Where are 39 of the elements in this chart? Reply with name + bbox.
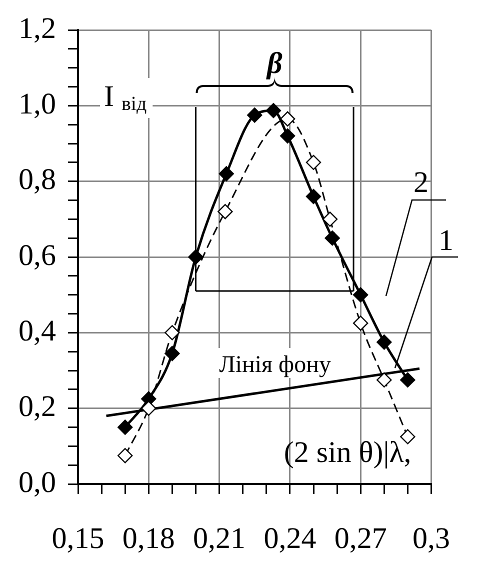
x-tick-label: 0,24 xyxy=(264,522,316,555)
point xyxy=(218,166,234,182)
y-tick-label: 0,8 xyxy=(18,163,56,196)
point xyxy=(164,325,180,340)
x-axis-title: (2 sin θ)|λ, xyxy=(284,436,412,469)
y-tick-label: 0,4 xyxy=(18,314,56,348)
point xyxy=(400,372,416,388)
point xyxy=(247,108,262,123)
point xyxy=(306,188,322,204)
point xyxy=(322,212,338,227)
y-axis-title: I від xyxy=(104,80,147,115)
point xyxy=(280,128,296,144)
x-tick-label: 0,21 xyxy=(193,522,246,555)
point xyxy=(324,230,340,246)
x-tick-label: 0,15 xyxy=(52,522,104,555)
y-tick-label: 0,0 xyxy=(18,466,56,499)
point xyxy=(376,334,392,350)
point xyxy=(353,287,368,302)
annotation: β xyxy=(266,47,283,80)
point xyxy=(306,154,322,170)
point xyxy=(164,346,180,362)
point xyxy=(118,420,133,435)
point xyxy=(353,316,368,331)
series-label: Лінія фону xyxy=(219,352,331,378)
text: 2 xyxy=(414,166,428,199)
point xyxy=(218,204,233,220)
text: 1 xyxy=(438,224,454,257)
x-tick-label: 0,3 xyxy=(412,522,450,555)
x-tick-label: 0,18 xyxy=(122,522,175,555)
y-tick-label: 0,6 xyxy=(18,238,56,272)
point xyxy=(376,372,392,388)
point xyxy=(141,400,156,416)
point xyxy=(266,102,282,118)
x-tick-label: 0,27 xyxy=(334,522,387,555)
y-tick-label: 1,2 xyxy=(18,12,56,45)
point xyxy=(118,448,133,464)
y-tick-label: 0,2 xyxy=(18,390,56,424)
y-tick-label: 1,0 xyxy=(18,88,56,121)
point xyxy=(280,111,296,127)
